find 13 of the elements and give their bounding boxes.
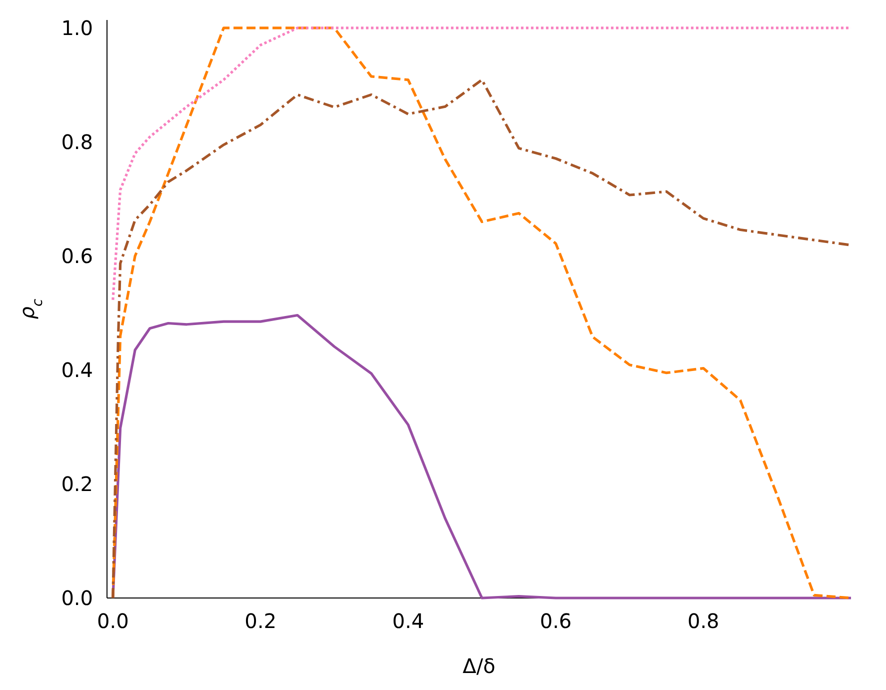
y-tick-label: 0.2 (61, 472, 93, 496)
y-tick-label: 1.0 (61, 16, 93, 40)
line-series (112, 314, 852, 600)
y-tick-label: 0.6 (61, 244, 93, 268)
y-tick-label: 0.4 (61, 358, 93, 382)
x-tick-label: 0.6 (540, 609, 572, 633)
y-tick-label: 0.8 (61, 130, 93, 154)
x-tick-label: 0.0 (97, 609, 129, 633)
x-tick-label: 0.4 (392, 609, 424, 633)
x-tick-label: 0.2 (244, 609, 276, 633)
x-axis-title: Δ/δ (462, 654, 496, 678)
x-tick-label: 0.8 (687, 609, 720, 633)
y-tick-label: 0.0 (61, 586, 93, 610)
